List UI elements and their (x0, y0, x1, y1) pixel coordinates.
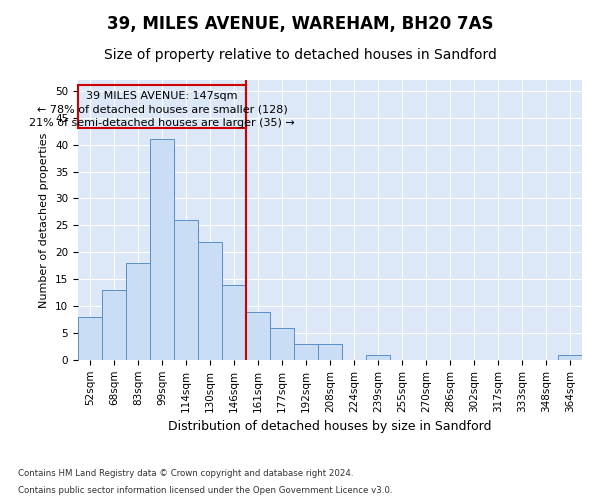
Text: ← 78% of detached houses are smaller (128): ← 78% of detached houses are smaller (12… (37, 104, 287, 114)
Text: 21% of semi-detached houses are larger (35) →: 21% of semi-detached houses are larger (… (29, 118, 295, 128)
Bar (198, 242, 222, 360)
Text: 39, MILES AVENUE, WAREHAM, BH20 7AS: 39, MILES AVENUE, WAREHAM, BH20 7AS (107, 15, 493, 33)
Bar (318, 344, 342, 360)
Bar (270, 328, 294, 360)
Bar (126, 263, 150, 360)
Bar (78, 86, 246, 128)
Text: Size of property relative to detached houses in Sandford: Size of property relative to detached ho… (104, 48, 496, 62)
Bar (78, 317, 102, 360)
Text: Contains public sector information licensed under the Open Government Licence v3: Contains public sector information licen… (18, 486, 392, 495)
Bar (294, 344, 318, 360)
Bar (222, 284, 246, 360)
Y-axis label: Number of detached properties: Number of detached properties (40, 132, 49, 308)
Bar (366, 354, 390, 360)
Bar (174, 220, 198, 360)
X-axis label: Distribution of detached houses by size in Sandford: Distribution of detached houses by size … (168, 420, 492, 433)
Text: 39 MILES AVENUE: 147sqm: 39 MILES AVENUE: 147sqm (86, 91, 238, 101)
Text: Contains HM Land Registry data © Crown copyright and database right 2024.: Contains HM Land Registry data © Crown c… (18, 468, 353, 477)
Bar (102, 290, 126, 360)
Bar (150, 139, 174, 360)
Bar (558, 354, 582, 360)
Bar (246, 312, 270, 360)
